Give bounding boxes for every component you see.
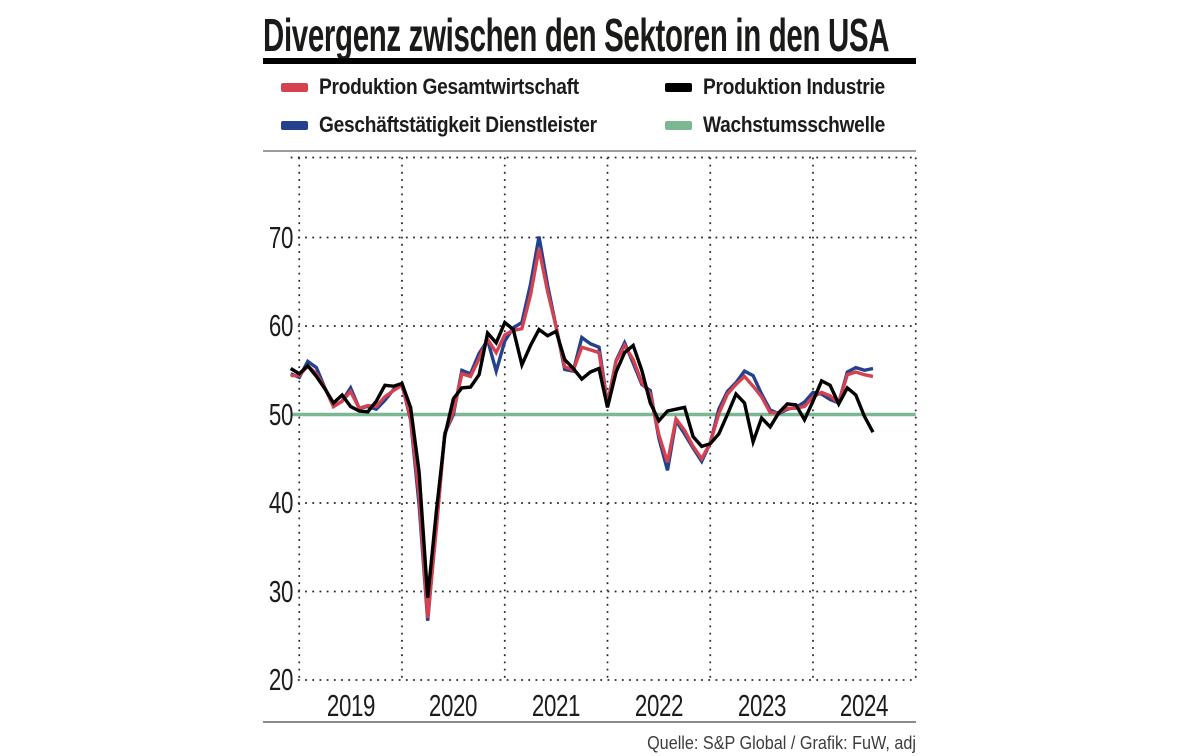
legend-item-composite: Produktion Gesamtwirtschaft [281,74,618,99]
y-tick-label-60: 60 [268,308,293,343]
legend-item-threshold: Wachstumsschwelle [665,112,912,137]
title-rule [263,58,916,64]
x-tick-label-2022: 2022 [634,688,684,723]
y-tick-label-40: 40 [268,485,293,520]
legend-swatch-services [281,120,308,130]
series-lines [289,236,916,621]
x-tick-label-2024: 2024 [840,688,889,723]
axis-bottom-rule [263,721,916,723]
legend-separator-rule [263,150,916,152]
x-tick-label-2019: 2019 [326,688,376,723]
services-line [290,236,874,621]
legend-swatch-industry [665,82,692,92]
x-tick-label-2021: 2021 [532,688,581,723]
y-tick-label-50: 50 [268,396,293,432]
y-tick-label-30: 30 [268,573,293,609]
legend-label-industry: Produktion Industrie [703,74,885,99]
x-tick-label-2023: 2023 [737,688,787,723]
gridlines [290,156,917,681]
industry-line [289,319,875,598]
source-credit: Quelle: S&P Global / Grafik: FuW, adj [647,733,916,753]
legend-label-threshold: Wachstumsschwelle [703,112,886,137]
y-tick-label-70: 70 [268,219,293,255]
legend-swatch-composite [281,82,308,92]
composite-line [290,248,874,619]
legend-item-industry: Produktion Industrie [665,74,912,99]
page-title: Divergenz zwischen den Sektoren in den U… [263,9,890,61]
x-tick-label-2020: 2020 [429,688,478,723]
y-tick-label-20: 20 [268,662,293,697]
legend-swatch-threshold [665,120,692,130]
legend-item-services: Geschäftstätigkeit Dienstleister [281,112,638,137]
legend-label-services: Geschäftstätigkeit Dienstleister [319,112,597,137]
legend-label-composite: Produktion Gesamtwirtschaft [319,74,579,99]
